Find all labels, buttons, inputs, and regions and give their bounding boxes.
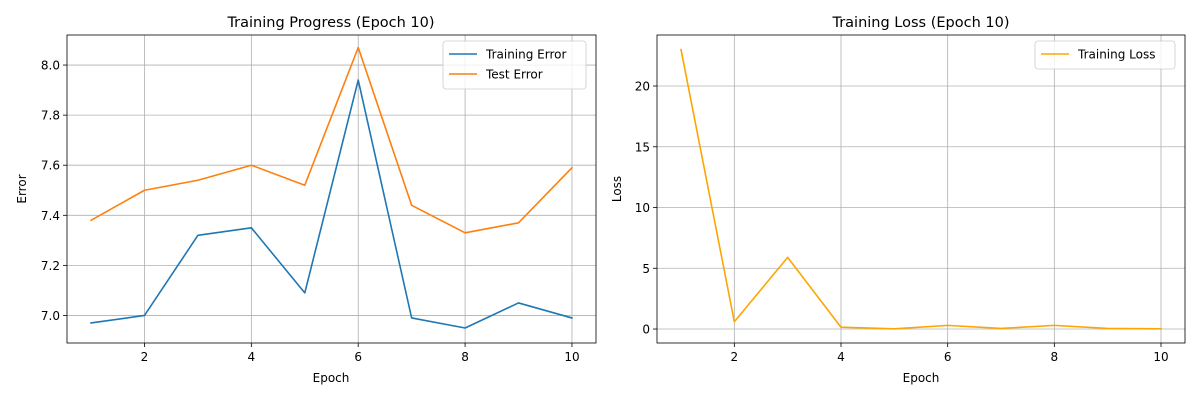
left-chart-x-tick-label: 4 [248, 350, 256, 364]
right-chart-legend-box [1034, 40, 1176, 70]
right-chart-y-tick-label: 15 [635, 140, 650, 154]
left-chart-x-tick-label: 8 [461, 350, 469, 364]
left-chart-y-tick-label: 8.0 [41, 59, 60, 73]
left-chart-legend-box [442, 40, 587, 90]
right-chart-x-tick-label: 10 [1153, 350, 1168, 364]
left-chart-y-tick-label: 7.8 [41, 109, 60, 123]
right-chart: Training Loss (Epoch 10) Epoch Loss 2 4 6 8… [610, 15, 1186, 385]
right-chart-y-tick-label: 5 [642, 262, 650, 276]
left-chart-x-tick-label: 10 [564, 350, 579, 364]
left-chart: Training Progress (Epoch 10) Epoch Error… [15, 15, 597, 385]
left-chart-y-tick-label: 7.2 [41, 259, 60, 273]
right-chart-x-tick-label: 2 [731, 350, 739, 364]
left-chart-x-tick-label: 6 [354, 350, 362, 364]
left-chart-axes-frame [66, 34, 597, 344]
right-chart-title: Training Loss (Epoch 10) [831, 15, 1009, 31]
right-chart-axes-frame [656, 34, 1186, 344]
left-chart-series-line [90, 79, 573, 329]
left-chart-title: Training Progress (Epoch 10) [226, 15, 434, 31]
right-chart-y-tick-label: 10 [635, 201, 650, 215]
left-chart-y-tick-label: 7.6 [41, 159, 60, 173]
left-chart-legend: Training Error Test Error [442, 40, 587, 90]
right-chart-xlabel: Epoch [903, 371, 940, 385]
left-chart-series-line [89, 46, 574, 234]
left-chart-ylabel: Error [15, 174, 29, 203]
right-chart-x-tick-label: 4 [837, 350, 845, 364]
right-chart-series-line [680, 48, 1162, 330]
right-chart-y-tick-label: 20 [635, 80, 650, 94]
left-chart-legend-label: Training Error [485, 48, 566, 62]
right-chart-y-tick-label: 0 [642, 323, 650, 337]
right-chart-legend-label: Training Loss [1077, 48, 1155, 62]
right-chart-legend: Training Loss [1034, 40, 1176, 70]
left-chart-x-tick-label: 2 [141, 350, 149, 364]
right-chart-x-tick-label: 8 [1051, 350, 1059, 364]
right-chart-ylabel: Loss [610, 176, 624, 202]
left-chart-legend-label: Test Error [485, 68, 543, 82]
left-chart-y-tick-label: 7.0 [41, 309, 60, 323]
right-chart-x-tick-label: 6 [944, 350, 952, 364]
left-chart-xlabel: Epoch [313, 371, 350, 385]
left-chart-y-tick-label: 7.4 [41, 209, 60, 223]
